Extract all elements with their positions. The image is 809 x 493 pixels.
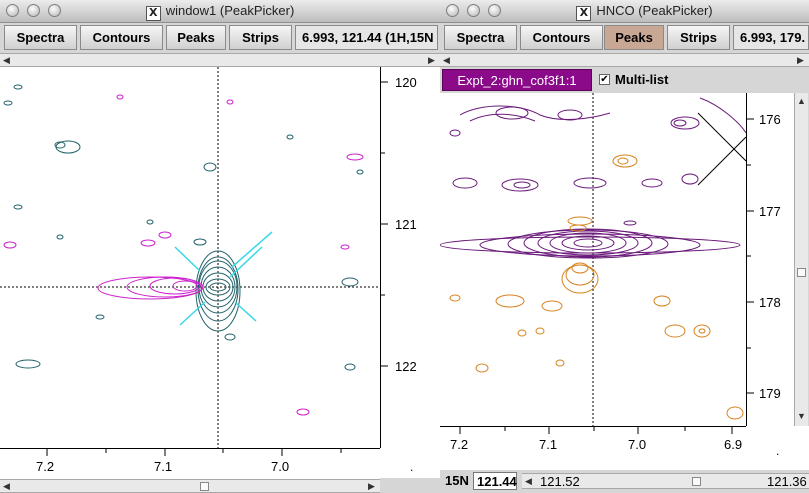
peaks-button[interactable]: Peaks xyxy=(604,25,664,50)
x-tick-7.0: 7.0 xyxy=(271,459,290,474)
purple-contours xyxy=(440,97,747,259)
multi-list-checkbox[interactable]: ✔ xyxy=(599,74,610,85)
multi-list-label: Multi-list xyxy=(615,72,669,87)
scroll-thumb[interactable] xyxy=(200,482,209,491)
spectra-button[interactable]: Spectra xyxy=(444,25,517,50)
window2-title: X HNCO (PeakPicker) xyxy=(440,3,809,21)
spectra-button[interactable]: Spectra xyxy=(4,25,77,50)
scroll-right-icon[interactable]: ▶ xyxy=(368,481,375,491)
contours-button[interactable]: Contours xyxy=(80,25,163,50)
magenta-contours xyxy=(3,94,364,416)
scroll-left-icon[interactable]: ◀ xyxy=(443,55,450,65)
minimize-icon[interactable] xyxy=(27,4,40,17)
window2-y-ticks xyxy=(747,118,754,394)
minimize-icon[interactable] xyxy=(467,4,480,17)
scroll-right-icon[interactable]: ▶ xyxy=(797,55,804,65)
window1-spectrum-plot[interactable] xyxy=(0,67,380,448)
scroll-left-icon[interactable]: ◀ xyxy=(3,481,10,491)
strips-button[interactable]: Strips xyxy=(667,25,730,50)
x-tick-7.1: 7.1 xyxy=(154,459,173,474)
window2-status-bar: 15N 121.44 ◀ 121.52 121.36 xyxy=(440,470,809,493)
y-tick-177: 177 xyxy=(759,204,781,219)
window2-y-axis: 176 177 178 179 xyxy=(746,93,795,426)
window2-toolbar: Spectra Contours Peaks Strips 6.993, 179… xyxy=(440,23,809,53)
scroll-thumb[interactable] xyxy=(797,268,806,277)
zoom-icon[interactable] xyxy=(48,4,61,17)
corner-dot: . xyxy=(410,460,414,474)
window2-vertical-scrollbar[interactable]: ▲ ▼ xyxy=(794,93,808,426)
scroll-left-icon[interactable]: ◀ xyxy=(525,476,532,486)
window2-x-axis: 7.2 7.1 7.0 6.9 xyxy=(440,426,746,471)
peak-list-selector[interactable]: Expt_2:ghn_cof3f1:1 xyxy=(442,69,592,91)
x-tick-7.2: 7.2 xyxy=(450,437,469,452)
window1-contour-canvas[interactable] xyxy=(0,67,380,448)
window1-top-scrollbar[interactable]: ◀ ▶ xyxy=(0,53,440,67)
window1-y-ticks xyxy=(381,81,388,367)
x-tick-7.0: 7.0 xyxy=(628,437,647,452)
y-tick-179: 179 xyxy=(759,386,781,401)
x11-logo-icon: X xyxy=(576,6,592,21)
window1-corner: . xyxy=(380,448,440,478)
window1-toolbar: Spectra Contours Peaks Strips 6.993, 121… xyxy=(0,23,440,53)
scroll-left-icon[interactable]: ◀ xyxy=(3,55,10,65)
cursor-coordinates: 6.993, 179. xyxy=(733,25,809,50)
y-tick-122: 122 xyxy=(395,359,417,374)
y-tick-120: 120 xyxy=(395,75,417,90)
scroll-down-icon[interactable]: ▼ xyxy=(797,411,806,421)
window1-bottom-scrollbar[interactable]: ◀ ▶ xyxy=(0,479,380,493)
window2-corner: . xyxy=(746,426,809,470)
window2-contour-canvas[interactable] xyxy=(440,93,747,426)
plane-value-field[interactable]: 121.44 xyxy=(473,472,517,490)
close-icon[interactable] xyxy=(6,4,19,17)
window2-title-text: HNCO (PeakPicker) xyxy=(596,3,713,18)
y-tick-121: 121 xyxy=(395,217,417,232)
close-icon[interactable] xyxy=(446,4,459,17)
plane-low-value: 121.52 xyxy=(540,474,580,489)
peak-list-bar: Expt_2:ghn_cof3f1:1 ✔ Multi-list xyxy=(440,67,809,93)
corner-dot: . xyxy=(776,444,780,458)
y-tick-178: 178 xyxy=(759,295,781,310)
plane-slider-thumb[interactable] xyxy=(692,477,701,486)
zoom-icon[interactable] xyxy=(488,4,501,17)
x-tick-7.2: 7.2 xyxy=(36,459,55,474)
window1-x-axis: 7.2 7.1 7.0 xyxy=(0,448,380,479)
y-tick-176: 176 xyxy=(759,112,781,127)
peaks-button[interactable]: Peaks xyxy=(166,25,226,50)
window2: X HNCO (PeakPicker) Spectra Contours Peak… xyxy=(440,0,809,493)
plane-high-value: 121.36 xyxy=(767,474,807,489)
teal-contours xyxy=(3,84,364,371)
x11-logo-icon: X xyxy=(145,6,161,21)
x-tick-7.1: 7.1 xyxy=(539,437,558,452)
strips-button[interactable]: Strips xyxy=(229,25,292,50)
cyan-peak-lines xyxy=(174,231,273,326)
window1-y-axis: 120 121 122 xyxy=(380,67,440,448)
scroll-right-icon[interactable]: ▶ xyxy=(428,55,435,65)
window1-x-ticks xyxy=(46,449,342,456)
window2-spectrum-plot[interactable] xyxy=(440,93,747,426)
window2-x-ticks xyxy=(459,427,733,434)
peak-marker xyxy=(697,112,747,186)
contours-button[interactable]: Contours xyxy=(520,25,603,50)
orange-contours xyxy=(449,154,744,420)
cursor-coordinates: 6.993, 121.44 (1H,15N xyxy=(295,25,438,50)
x-tick-6.9: 6.9 xyxy=(724,437,743,452)
axis-label: 15N xyxy=(445,473,469,488)
scroll-up-icon[interactable]: ▲ xyxy=(797,96,806,106)
plane-slider[interactable]: ◀ 121.52 121.36 xyxy=(522,473,809,489)
window2-top-scrollbar[interactable]: ◀ ▶ xyxy=(440,53,809,67)
window1-title-text: window1 (PeakPicker) xyxy=(165,3,295,18)
window2-titlebar[interactable]: X HNCO (PeakPicker) xyxy=(440,0,809,23)
